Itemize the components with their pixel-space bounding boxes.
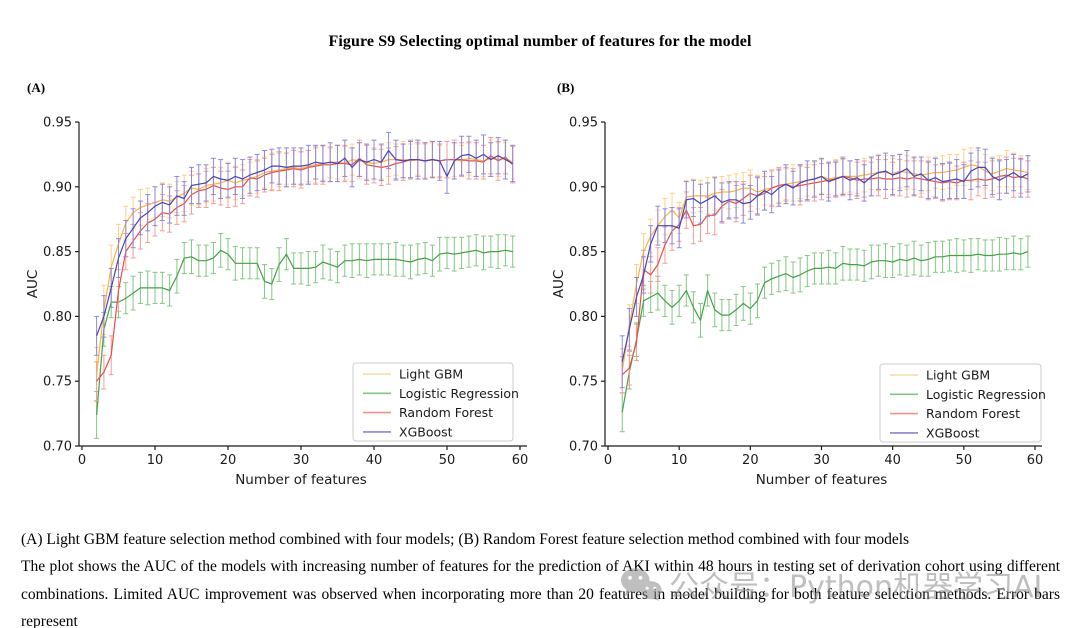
panel-label-b: (B): [557, 80, 575, 95]
x-tick-label: 40: [366, 453, 383, 468]
y-axis-label: AUC: [551, 270, 567, 299]
x-axis-label: Number of features: [235, 472, 367, 488]
chart-panel-a: 0 10 20 30 40 50 60 0.70 0.75 0.80 0.85 0.90 0.95 Num…: [25, 116, 529, 489]
y-tick-label: 0.70: [569, 440, 598, 455]
x-tick-label: 50: [439, 453, 456, 468]
series-xgboost: [619, 147, 1031, 389]
legend-box: [879, 363, 1042, 443]
y-tick-label: 0.80: [569, 310, 598, 325]
legend-entry-label: Random Forest: [399, 405, 493, 420]
x-axis-label: Number of features: [756, 472, 888, 488]
x-tick-label: 20: [742, 453, 759, 468]
legend-entry-label: XGBoost: [926, 425, 980, 440]
legend-entry-label: Light GBM: [399, 367, 463, 382]
series-random-forest: [94, 137, 516, 402]
legend-entry-label: Light GBM: [926, 368, 990, 383]
legend-entry-label: Logistic Regression: [399, 386, 519, 401]
y-tick-label: 0.75: [569, 375, 598, 390]
y-tick-label: 0.75: [43, 375, 72, 390]
y-tick-label: 0.80: [43, 310, 72, 325]
x-tick-label: 30: [293, 453, 310, 468]
x-tick-label: 60: [512, 453, 529, 468]
legend-box: [352, 362, 514, 442]
x-tick-label: 0: [604, 453, 612, 468]
figure-caption: (A) Light GBM feature selection method c…: [21, 526, 1060, 628]
x-tick-label: 60: [1027, 453, 1044, 468]
caption-paragraph-line-2: combinations. Limited AUC improvement wa…: [21, 585, 1060, 628]
series-logistic-regression: [94, 232, 516, 439]
legend-entry-label: XGBoost: [399, 424, 453, 439]
legend-entry-label: Random Forest: [926, 406, 1020, 421]
y-tick-label: 0.85: [569, 245, 598, 260]
x-tick-label: 40: [884, 453, 901, 468]
panel-label-a: (A): [27, 80, 46, 95]
y-axis-label: AUC: [25, 270, 41, 299]
x-tick-label: 50: [956, 453, 973, 468]
y-tick-label: 0.85: [43, 245, 72, 260]
x-tick-label: 10: [671, 453, 688, 468]
legend: Light GBM Logistic Regression Random Fores…: [352, 362, 519, 442]
x-tick-label: 30: [813, 453, 830, 468]
series-random-forest: [619, 156, 1031, 394]
y-tick-label: 0.95: [569, 116, 598, 131]
caption-line1: (A) Light GBM feature selection method c…: [21, 531, 910, 548]
series-light-gbm: [619, 147, 1031, 394]
y-tick-label: 0.70: [43, 440, 72, 455]
y-tick-label: 0.95: [43, 116, 72, 131]
series-xgboost: [94, 131, 516, 356]
legend: Light GBM Logistic Regression Random Fores…: [879, 363, 1046, 443]
x-tick-label: 0: [78, 453, 86, 468]
figure-title: Figure S9 Selecting optimal number of fe…: [328, 33, 752, 50]
caption-paragraph-line-1: The plot shows the AUC of the models wit…: [21, 558, 1060, 576]
x-tick-label: 20: [220, 453, 237, 468]
chart-panel-b: 0 10 20 30 40 50 60 0.70 0.75 0.80 0.85 0.90 0.95 Num…: [551, 116, 1046, 489]
y-tick-label: 0.90: [569, 180, 598, 195]
y-tick-label: 0.90: [43, 180, 72, 195]
x-tick-label: 10: [147, 453, 164, 468]
legend-entry-label: Logistic Regression: [926, 387, 1046, 402]
